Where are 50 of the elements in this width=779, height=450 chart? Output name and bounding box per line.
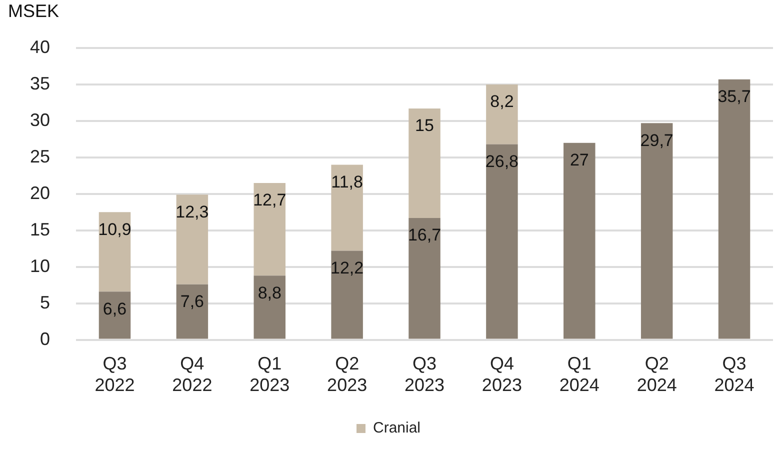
bar <box>98 212 131 292</box>
data-label: 27 <box>570 150 589 170</box>
y-axis-title: MSEK <box>8 0 60 21</box>
x-tick-label: Q4 2023 <box>482 354 522 396</box>
bar <box>331 250 363 339</box>
bar <box>486 144 518 339</box>
bar <box>718 79 750 339</box>
data-label: 26,8 <box>485 152 518 171</box>
bar <box>98 292 131 339</box>
bar <box>408 218 440 339</box>
y-tick-label: 25 <box>30 146 50 166</box>
data-label: 7,6 <box>180 292 204 312</box>
data-label: 16,7 <box>408 226 442 245</box>
data-label: 29,7 <box>640 130 674 150</box>
bar <box>176 194 208 284</box>
data-label: 12,7 <box>253 190 286 210</box>
x-tick-label: Q2 2023 <box>327 354 368 396</box>
data-label: 12,2 <box>330 258 364 278</box>
y-tick-label: 30 <box>30 110 50 130</box>
x-tick-label: Q3 2022 <box>94 354 135 396</box>
x-tick-label: Q3 2024 <box>714 354 754 396</box>
data-label: 12,3 <box>176 202 209 222</box>
bar <box>331 164 363 251</box>
data-label: 10,9 <box>98 220 132 239</box>
bar <box>564 142 596 339</box>
data-label: 11,8 <box>331 172 363 192</box>
bar <box>176 284 208 339</box>
data-label: 8,2 <box>490 92 514 112</box>
x-tick-label: Q1 2023 <box>250 354 290 396</box>
bar <box>254 182 286 276</box>
y-tick-label: 35 <box>30 73 50 94</box>
y-tick-label: 5 <box>40 292 50 312</box>
data-label: 6,6 <box>102 299 127 318</box>
data-label: 15 <box>415 116 434 136</box>
y-tick-label: 0 <box>40 328 50 349</box>
y-tick-label: 10 <box>30 256 50 276</box>
bar <box>486 84 518 144</box>
x-tick-label: Q1 2024 <box>559 354 600 396</box>
data-label: 8,8 <box>258 283 282 302</box>
x-tick-label: Q4 2022 <box>172 354 212 396</box>
x-tick-label: Q3 2023 <box>404 354 445 396</box>
bar <box>408 108 440 218</box>
y-tick-label: 15 <box>30 219 50 240</box>
bar <box>640 123 673 339</box>
x-tick-label: Q2 2024 <box>636 354 677 396</box>
bar <box>254 276 286 339</box>
legend-label: Cranial <box>372 420 421 437</box>
data-label: 35,7 <box>718 87 751 106</box>
y-tick-label: 40 <box>30 36 50 57</box>
y-tick-label: 20 <box>30 182 50 203</box>
